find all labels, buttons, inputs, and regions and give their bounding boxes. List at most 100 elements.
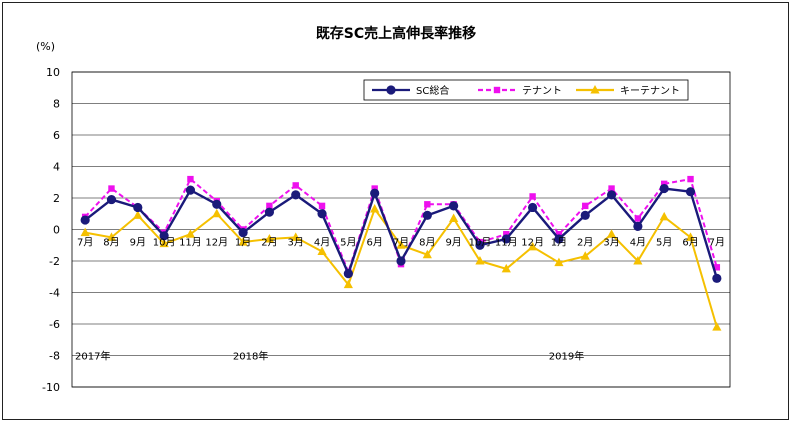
series-lines — [80, 175, 722, 331]
data-point-circle — [133, 202, 143, 213]
data-point-square — [634, 215, 642, 222]
data-point-triangle — [422, 249, 432, 259]
data-point-triangle — [475, 256, 485, 265]
data-point-circle — [712, 273, 722, 283]
data-point-circle — [343, 269, 353, 279]
y-tick-label: -6 — [49, 318, 60, 331]
y-tick-label: -8 — [49, 350, 60, 363]
y-tick-label: -2 — [49, 255, 60, 268]
year-label: 2018年 — [233, 350, 268, 363]
data-point-square — [371, 185, 378, 192]
x-tick-label: 6月 — [366, 237, 382, 249]
y-tick-label: 6 — [53, 129, 60, 142]
x-tick-label: 2月 — [577, 237, 593, 249]
series-0 — [80, 183, 722, 283]
data-point-triangle — [590, 85, 600, 94]
data-point-circle — [501, 234, 511, 244]
data-point-square — [713, 264, 721, 271]
data-point-triangle — [317, 246, 327, 256]
data-point-circle — [291, 190, 301, 200]
data-point-triangle — [106, 232, 117, 241]
data-point-triangle — [659, 211, 669, 221]
data-point-square — [266, 202, 273, 210]
y-tick-label: 4 — [53, 161, 60, 174]
legend-label: SC総合 — [416, 84, 449, 97]
y-tick-label: 2 — [53, 192, 60, 205]
data-point-triangle — [343, 279, 353, 289]
y-tick-label: 8 — [53, 98, 60, 111]
y-tick-label: 10 — [46, 66, 60, 79]
data-point-circle — [449, 201, 459, 211]
x-tick-label: 4月 — [314, 237, 330, 249]
x-tick-label: 11月 — [495, 237, 518, 249]
data-point-triangle — [159, 238, 169, 248]
x-tick-label: 6月 — [682, 237, 698, 249]
x-tick-label: 10月 — [153, 237, 176, 249]
data-point-square — [424, 201, 431, 208]
data-point-square — [108, 185, 115, 192]
y-axis-label: (%) — [36, 40, 55, 53]
x-tick-label: 11月 — [179, 237, 202, 249]
data-point-triangle — [370, 204, 380, 213]
data-point-circle — [396, 256, 406, 266]
data-point-triangle — [396, 240, 406, 249]
data-point-square — [187, 175, 194, 183]
data-point-square — [493, 86, 501, 94]
data-point-circle — [212, 199, 222, 209]
x-tick-label: 5月 — [340, 237, 356, 249]
data-point-triangle — [185, 229, 196, 238]
data-point-triangle — [501, 263, 511, 273]
x-tick-label: 10月 — [469, 237, 492, 249]
data-point-circle — [317, 209, 327, 219]
chart-title: 既存SC売上高伸長率推移 — [316, 25, 476, 42]
x-axis-labels: 7月 8月 9月 10月 11月 12月 1月 2月 3月 4月 5月 6月 7月 8月 9月 10月 11月 1… — [75, 237, 725, 363]
x-tick-label: 7月 — [77, 237, 93, 249]
data-point-triangle — [580, 251, 590, 260]
axes: 10 8 6 4 2 0 -2 -4 -6 -8 -10 — [42, 66, 731, 394]
data-point-square — [318, 202, 326, 210]
y-tick-label: -10 — [42, 381, 60, 394]
x-tick-label: 3月 — [288, 237, 304, 249]
grid — [72, 71, 730, 388]
legend-box — [363, 79, 689, 101]
data-point-circle — [238, 228, 248, 238]
data-point-triangle — [554, 257, 564, 267]
data-point-square — [687, 175, 694, 183]
x-tick-label: 7月 — [393, 237, 409, 249]
data-point-triangle — [449, 213, 459, 222]
x-tick-label: 1月 — [235, 237, 251, 249]
x-tick-label: 4月 — [630, 237, 646, 249]
data-point-circle — [580, 210, 590, 220]
legend-label: キーテナント — [620, 85, 680, 97]
legend-label: テナント — [522, 85, 562, 97]
data-point-triangle — [291, 232, 301, 241]
series-line — [84, 208, 718, 328]
data-point-square — [582, 202, 589, 210]
data-point-square — [555, 231, 563, 238]
data-point-circle — [370, 188, 380, 198]
data-point-triangle — [133, 210, 143, 219]
data-point-circle — [106, 194, 117, 205]
data-point-triangle — [606, 229, 617, 238]
data-point-circle — [475, 240, 485, 250]
data-point-triangle — [264, 233, 274, 243]
series-2 — [80, 204, 722, 331]
data-point-circle — [422, 210, 432, 220]
data-point-circle — [264, 207, 274, 217]
data-point-triangle — [238, 237, 248, 246]
year-label: 2017年 — [75, 350, 110, 363]
data-point-triangle — [712, 322, 722, 331]
data-point-circle — [685, 187, 696, 197]
data-point-circle — [159, 231, 169, 241]
x-tick-label: 9月 — [445, 237, 461, 249]
x-tick-label: 3月 — [603, 237, 619, 249]
data-point-circle — [659, 183, 669, 194]
x-tick-label: 1月 — [551, 237, 567, 249]
x-tick-label: 7月 — [709, 237, 725, 249]
data-point-triangle — [685, 232, 696, 241]
legend: SC総合 テナント キーテナント — [363, 79, 689, 101]
year-label: 2019年 — [549, 350, 584, 363]
data-point-square — [529, 193, 536, 200]
y-tick-label: 0 — [53, 224, 60, 237]
